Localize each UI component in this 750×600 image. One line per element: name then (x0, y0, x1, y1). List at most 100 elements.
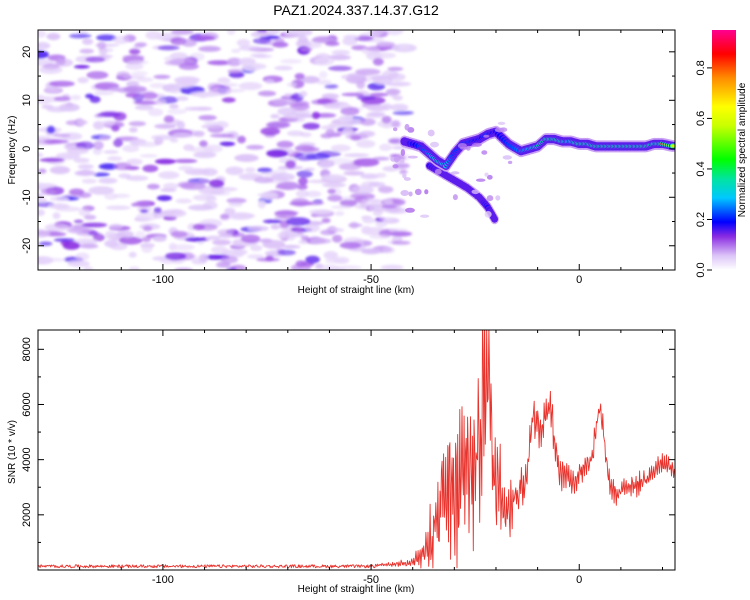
noise-blob (349, 222, 359, 229)
transition-blob (452, 194, 458, 201)
transition-blob (408, 191, 413, 197)
noise-blob (113, 162, 132, 171)
noise-blob (244, 167, 256, 173)
noise-blob (127, 60, 149, 65)
noise-blob (125, 175, 149, 181)
transition-blob (393, 155, 400, 163)
noise-blob (241, 63, 261, 72)
noise-blob (153, 74, 171, 79)
noise-blob (351, 185, 374, 195)
noise-blob (55, 206, 82, 212)
transition-blob (471, 189, 480, 195)
noise-blob (252, 37, 271, 45)
noise-blob (123, 75, 146, 80)
noise-blob (311, 111, 321, 120)
noise-blob (302, 122, 321, 130)
noise-blob (390, 120, 401, 128)
noise-blob (99, 136, 111, 141)
noise-blob (342, 37, 358, 46)
transition-blob (486, 195, 494, 202)
noise-blob (276, 181, 300, 190)
noise-blob (142, 225, 153, 232)
noise-blob (360, 173, 380, 180)
noise-blob (44, 223, 69, 232)
noise-blob (207, 60, 232, 66)
noise-blob (98, 163, 119, 170)
noise-blob (327, 54, 352, 61)
noise-blob (303, 42, 322, 49)
transition-blob (472, 142, 482, 147)
noise-blob (174, 76, 200, 84)
noise-blob (327, 266, 346, 270)
noise-blob (147, 183, 160, 190)
noise-blob (79, 48, 94, 54)
colorbar-gradient (712, 30, 736, 270)
noise-blob (77, 169, 95, 176)
noise-blob (305, 255, 320, 264)
transition-blob (497, 121, 506, 125)
noise-blob (38, 209, 45, 216)
noise-blob (286, 82, 297, 88)
noise-blob (209, 179, 225, 188)
noise-blob (116, 230, 134, 238)
noise-blob (85, 56, 106, 63)
noise-blob (350, 135, 362, 141)
noise-blob (386, 73, 406, 81)
noise-blob (297, 35, 309, 44)
noise-blob (328, 157, 352, 165)
noise-blob (73, 157, 90, 163)
noise-blob (62, 241, 81, 250)
noise-blob (92, 233, 105, 242)
noise-blob (271, 172, 296, 182)
noise-blob (73, 219, 84, 224)
noise-blob (86, 71, 109, 80)
noise-blob (287, 233, 295, 241)
noise-blob (128, 266, 140, 270)
noise-blob (123, 85, 147, 93)
noise-blob (334, 211, 345, 217)
snr-series-line (38, 330, 675, 569)
spectrogram-signal (390, 121, 675, 225)
noise-blob (154, 123, 177, 129)
noise-blob (170, 244, 195, 251)
noise-blob (96, 41, 107, 50)
transition-blob (484, 211, 492, 218)
noise-blob (41, 257, 66, 262)
noise-blob (84, 214, 97, 220)
noise-blob (154, 98, 166, 106)
noise-blob (228, 202, 243, 207)
noise-blob (49, 166, 71, 175)
noise-blob (277, 249, 296, 256)
noise-blob (99, 54, 114, 59)
noise-blob (300, 235, 310, 239)
noise-blob (193, 92, 220, 98)
noise-blob (309, 209, 333, 215)
snr-y-tick-label: 4000 (21, 447, 33, 471)
noise-blob (66, 227, 92, 234)
noise-blob (361, 198, 381, 203)
noise-blob (295, 260, 307, 268)
noise-blob (295, 228, 304, 234)
noise-blob (118, 173, 131, 179)
noise-blob (341, 196, 354, 201)
noise-blob (381, 204, 397, 209)
noise-blob (175, 198, 192, 204)
noise-blob (274, 65, 293, 71)
noise-blob (349, 192, 376, 201)
noise-blob (274, 209, 297, 219)
noise-blob (231, 48, 241, 54)
noise-blob (296, 170, 313, 178)
noise-blob (232, 242, 250, 248)
noise-blob (381, 115, 392, 124)
noise-blob (88, 186, 115, 195)
noise-blob (299, 90, 308, 98)
spectrogram-y-tick-label: -10 (21, 189, 33, 205)
noise-blob (354, 35, 374, 42)
noise-blob (270, 224, 280, 230)
noise-blob (290, 103, 310, 111)
noise-blob (215, 262, 231, 268)
noise-blob (305, 153, 331, 160)
noise-blob (75, 252, 90, 261)
noise-blob (340, 106, 360, 116)
transition-blob (404, 123, 410, 131)
